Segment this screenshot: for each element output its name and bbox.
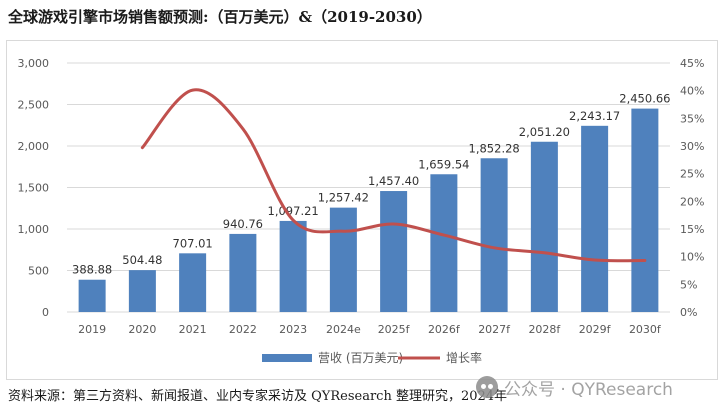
wechat-icon [476,376,498,398]
y-left-tick-label: 0 [42,306,49,319]
bar-value-label: 1,097.21 [268,204,319,218]
bar-value-label: 2,450.66 [619,92,670,106]
bar [380,191,408,312]
chart-frame [6,40,718,380]
x-tick-label: 2029f [579,323,612,336]
bar-value-label: 1,852.28 [469,141,520,155]
source-note: 资料来源：第三方资料、新闻报道、业内专家采访及 QYResearch 整理研究，… [8,389,508,404]
y-right-tick-label: 30% [680,140,704,153]
bar [581,125,609,312]
y-right-tick-label: 20% [680,195,704,208]
y-left-tick-label: 2,000 [18,140,50,153]
x-tick-label: 2019 [78,323,106,336]
x-tick-label: 2021 [179,323,207,336]
x-tick-label: 2028f [528,323,561,336]
bar [179,253,207,312]
y-right-tick-label: 25% [680,168,704,181]
bar-value-label: 1,659.54 [418,157,469,171]
x-tick-label: 2022 [229,323,257,336]
bar [480,158,508,312]
y-right-tick-label: 10% [680,251,704,264]
y-left-tick-label: 500 [28,265,49,278]
growth-rate-line [140,88,647,263]
x-tick-label: 2023 [279,323,307,336]
bar-value-label: 2,051.20 [519,125,570,139]
x-tick-label: 2025f [378,323,411,336]
bar-value-label: 388.88 [72,263,112,277]
x-tick-label: 2027f [478,323,511,336]
bar-value-label: 504.48 [122,253,162,267]
watermark-text: 公众号 · QYResearch [504,379,673,400]
watermark: 公众号 · QYResearch [476,372,721,402]
chart-title: 全球游戏引擎市场销售额预测:（百万美元）&（2019-2030） [8,8,432,26]
y-left-tick-label: 3,000 [18,57,50,70]
y-left-tick-label: 1,500 [18,182,50,195]
y-left-tick-label: 2,500 [18,99,50,112]
y-right-tick-label: 40% [680,85,704,98]
x-tick-label: 2020 [128,323,156,336]
y-right-tick-label: 15% [680,223,704,236]
bar-value-label: 707.01 [173,236,213,250]
bar [78,279,106,312]
y-left-tick-label: 1,000 [18,223,50,236]
bar [229,233,257,312]
legend-label-revenue: 营收 (百万美元) [318,351,403,365]
bar-value-label: 2,243.17 [569,109,620,123]
bar [329,207,357,312]
x-tick-label: 2026f [428,323,461,336]
bar [530,141,558,312]
y-right-tick-label: 0% [680,306,697,319]
y-right-tick-label: 5% [680,278,697,291]
bar-value-label: 940.76 [223,217,263,231]
bar [631,108,659,313]
legend-swatch-revenue [262,354,312,362]
bar [128,270,156,312]
bar-value-label: 1,257.42 [318,191,369,205]
y-right-tick-label: 45% [680,57,704,70]
bar [430,174,458,312]
x-tick-label: 2024e [326,323,361,336]
x-tick-label: 2030f [629,323,662,336]
bar [279,220,307,312]
legend-label-growth: 增长率 [446,350,482,365]
bar-value-label: 1,457.40 [368,174,419,188]
y-right-tick-label: 35% [680,112,704,125]
